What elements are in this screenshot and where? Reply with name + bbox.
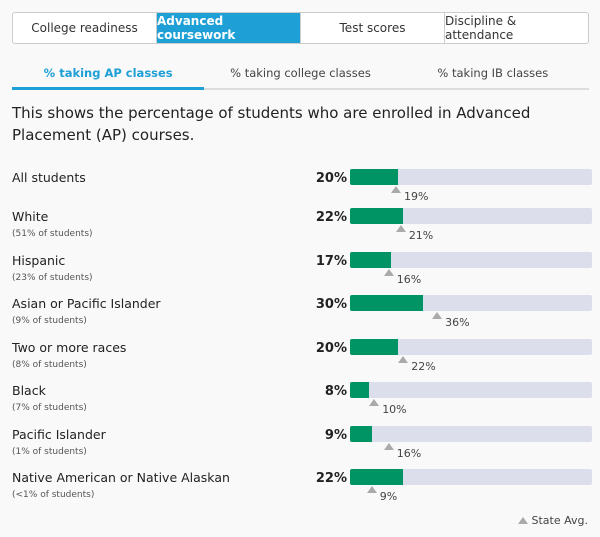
legend: State Avg.: [517, 514, 588, 527]
bar-track: [350, 252, 592, 268]
group-share: (8% of students): [12, 360, 87, 370]
group-label: Pacific Islander: [12, 427, 106, 442]
state-avg-triangle-icon: [517, 517, 528, 524]
bar-track: [350, 339, 592, 355]
state-avg-marker-icon: [395, 225, 406, 232]
table-row: Pacific Islander (1% of students) 9% 16%: [12, 426, 592, 467]
tab-advanced-coursework[interactable]: Advanced coursework: [157, 13, 301, 43]
group-label: Two or more races: [12, 340, 127, 355]
group-label: Black: [12, 383, 46, 398]
value-label: 20%: [315, 171, 347, 186]
table-row: Two or more races (8% of students) 20% 2…: [12, 339, 592, 380]
value-label: 17%: [315, 254, 347, 269]
value-label: 22%: [315, 210, 347, 225]
tab-college-readiness[interactable]: College readiness: [13, 13, 157, 43]
group-share: (7% of students): [12, 403, 87, 413]
bar-fill: [350, 382, 370, 398]
state-avg-marker-icon: [383, 443, 394, 450]
table-row: White (51% of students) 22% 21%: [12, 208, 592, 249]
bar-fill: [350, 252, 392, 268]
subtabs: % taking AP classes % taking college cla…: [12, 58, 589, 90]
bar-track: [350, 469, 592, 485]
group-share: (51% of students): [12, 229, 93, 239]
bar-fill: [350, 426, 372, 442]
bar-track: [350, 169, 592, 185]
subtab-college-classes[interactable]: % taking college classes: [230, 66, 371, 80]
group-label: All students: [12, 170, 86, 185]
category-tabs: College readiness Advanced coursework Te…: [12, 12, 589, 44]
group-share: (23% of students): [12, 273, 93, 283]
group-share: (1% of students): [12, 447, 87, 457]
state-avg-label: 21%: [408, 229, 434, 242]
group-label: Native American or Native Alaskan: [12, 470, 230, 485]
table-row: Native American or Native Alaskan (<1% o…: [12, 469, 592, 510]
group-share: (9% of students): [12, 316, 87, 326]
state-avg-label: 22%: [411, 360, 436, 373]
state-avg-marker-icon: [390, 186, 401, 193]
bar-fill: [350, 208, 404, 224]
tab-discipline-attendance[interactable]: Discipline & attendance: [445, 14, 517, 42]
value-label: 30%: [315, 297, 347, 312]
tab-test-scores[interactable]: Test scores: [301, 13, 445, 43]
bar-track: [350, 208, 592, 224]
legend-label: State Avg.: [531, 514, 588, 527]
table-row: Black (7% of students) 8% 10%: [12, 382, 592, 423]
state-avg-marker-icon: [366, 486, 377, 493]
group-label: Hispanic: [12, 253, 66, 268]
bar-fill: [350, 339, 399, 355]
bar-track: [350, 382, 592, 398]
state-avg-label: 10%: [382, 403, 407, 416]
group-label: Asian or Pacific Islander: [12, 296, 161, 311]
bar-fill: [350, 295, 423, 311]
bar-track: [350, 295, 592, 311]
state-avg-label: 36%: [445, 316, 470, 329]
value-label: 9%: [324, 428, 347, 443]
state-avg-label: 16%: [396, 447, 422, 460]
bar-track: [350, 426, 592, 442]
state-avg-marker-icon: [383, 269, 394, 276]
group-label: White: [12, 209, 49, 224]
description: This shows the percentage of students wh…: [12, 104, 531, 144]
bar-fill: [350, 169, 399, 185]
subtab-ib-classes[interactable]: % taking IB classes: [437, 66, 549, 80]
state-avg-label: 16%: [396, 273, 422, 286]
group-share: (<1% of students): [12, 490, 95, 500]
state-avg-marker-icon: [432, 312, 443, 319]
subtab-ap-classes[interactable]: % taking AP classes: [12, 58, 205, 90]
table-row: Asian or Pacific Islander (9% of student…: [12, 295, 592, 336]
table-row: All students 20% 19%: [12, 169, 592, 210]
state-avg-marker-icon: [398, 356, 409, 363]
state-avg-marker-icon: [369, 399, 380, 406]
value-label: 8%: [324, 384, 347, 399]
bar-fill: [350, 469, 404, 485]
value-label: 22%: [315, 471, 347, 486]
table-row: Hispanic (23% of students) 17% 16%: [12, 252, 592, 293]
value-label: 20%: [315, 341, 347, 356]
state-avg-label: 19%: [403, 190, 429, 203]
state-avg-label: 9%: [379, 490, 398, 503]
